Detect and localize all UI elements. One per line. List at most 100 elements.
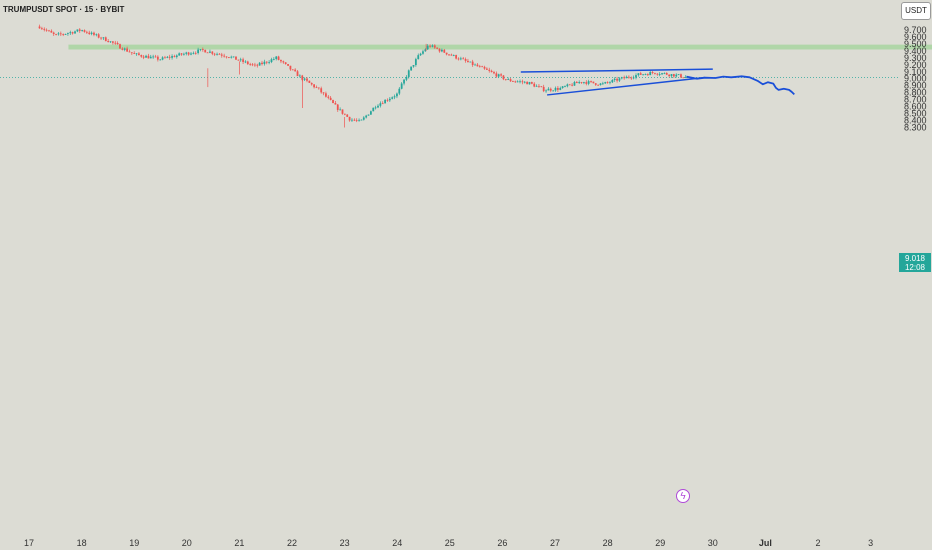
candle-body: [424, 49, 427, 52]
candle-body: [521, 81, 524, 83]
candle-body: [67, 33, 69, 34]
candle-body: [635, 75, 637, 78]
candle-body: [173, 56, 176, 58]
candle-body: [609, 82, 611, 84]
candle-body: [100, 37, 102, 39]
candle-body: [223, 55, 226, 57]
resistance-zone-layer: [68, 44, 932, 50]
candle-body: [272, 58, 275, 60]
candle-body: [433, 45, 436, 48]
candle-body: [625, 76, 628, 79]
candle-body: [656, 73, 659, 75]
candle-body: [336, 104, 339, 110]
candle-body: [50, 30, 53, 33]
candle-body: [171, 56, 173, 58]
candle-body: [55, 34, 57, 35]
candle-body: [109, 41, 112, 43]
candle-body: [95, 34, 98, 36]
candle-body: [514, 81, 517, 83]
candle-body: [348, 116, 351, 121]
candle-body: [291, 69, 294, 71]
candle-body: [414, 59, 417, 66]
y-tick-label: 8.500: [904, 109, 927, 119]
candle-body: [426, 45, 429, 50]
candle-body: [665, 73, 668, 75]
x-tick-label: 26: [497, 538, 507, 548]
candle-body: [301, 75, 304, 80]
candle-body: [386, 99, 389, 101]
candle-body: [400, 83, 403, 89]
candle-body: [38, 26, 41, 29]
x-tick-label: 22: [287, 538, 297, 548]
candle-body: [374, 107, 377, 109]
candle-body: [540, 86, 543, 88]
x-tick-label: 29: [655, 538, 665, 548]
candle-body: [547, 88, 550, 91]
y-tick-label: 8.700: [904, 95, 927, 105]
candle-body: [590, 81, 592, 82]
candle-body: [455, 55, 458, 59]
candle-body: [263, 61, 266, 65]
candle-body: [341, 109, 344, 114]
candle-body: [313, 84, 315, 88]
candle-body: [197, 49, 200, 54]
candle-body: [135, 53, 138, 55]
candle-body: [630, 77, 633, 79]
wedge-lower-line[interactable]: [547, 76, 705, 96]
resistance-zone[interactable]: [68, 44, 932, 50]
x-tick-label: 19: [129, 538, 139, 548]
candle-body: [639, 73, 642, 75]
candle-body: [407, 70, 410, 77]
currency-button[interactable]: USDT: [901, 2, 931, 20]
candle-body: [317, 87, 320, 89]
candle-body: [334, 103, 337, 105]
candle-body: [637, 73, 640, 76]
candle-body: [405, 76, 408, 80]
projection-path[interactable]: [686, 75, 795, 96]
candle-body: [133, 53, 136, 54]
pattern-lines-layer[interactable]: [520, 68, 713, 96]
candle-body: [393, 96, 396, 98]
candle-body: [452, 55, 455, 56]
candle-body: [481, 66, 484, 68]
candle-body: [379, 103, 382, 106]
candle-body: [597, 84, 600, 86]
candle-body: [684, 77, 687, 78]
candle-body: [308, 80, 311, 83]
symbol-title: TRUMPUSDT SPOT · 15 · BYBIT: [3, 5, 124, 14]
y-tick-label: 8.800: [904, 88, 927, 98]
candle-body: [523, 81, 526, 83]
candle-body: [69, 32, 72, 34]
candle-body: [211, 51, 214, 54]
candle-body: [140, 55, 143, 57]
wedge-upper-line[interactable]: [520, 68, 713, 73]
candle-body: [661, 73, 663, 75]
candle-body: [102, 37, 105, 39]
candle-body: [74, 31, 76, 34]
candle-body: [85, 31, 88, 33]
candle-body: [52, 32, 55, 35]
candle-body: [618, 78, 621, 81]
lightning-event-icon[interactable]: ϟ: [676, 489, 690, 503]
candle-body: [178, 53, 181, 56]
projection-layer[interactable]: [686, 75, 795, 96]
candle-body: [500, 74, 502, 76]
candle-body: [490, 70, 493, 73]
candle-body: [303, 78, 306, 80]
candle-body: [235, 56, 237, 60]
candle-body: [564, 86, 566, 88]
candle-body: [232, 56, 235, 58]
candle-body: [265, 61, 268, 63]
candle-body: [512, 81, 514, 82]
x-tick-label: 18: [77, 538, 87, 548]
candle-body: [296, 71, 299, 77]
candle-body: [533, 83, 536, 87]
candle-body: [663, 73, 666, 74]
candle-body: [526, 81, 529, 85]
candle-body: [254, 64, 256, 66]
candle-body: [322, 92, 325, 94]
y-tick-label: 8.400: [904, 115, 927, 125]
candle-body: [280, 59, 282, 62]
